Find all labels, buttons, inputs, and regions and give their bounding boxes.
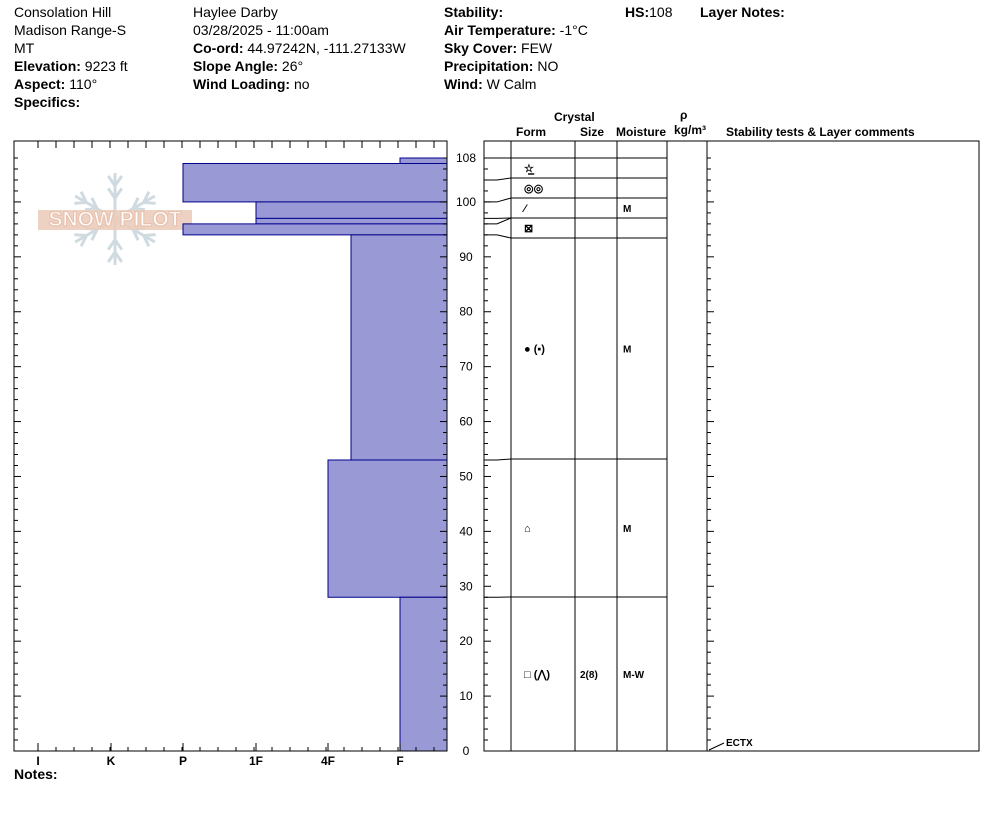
rho-header: ρ (680, 108, 688, 122)
hardness-bar (399, 157, 448, 164)
hardness-label: I (36, 754, 39, 768)
flake-branch (74, 233, 87, 238)
aspect: Aspect: 110° (14, 76, 98, 92)
form-header: Form (516, 125, 546, 139)
layer-connector (484, 217, 512, 225)
layer-notes: Layer Notes: (700, 4, 785, 20)
snow-height: HS:108 (625, 4, 673, 20)
layer-form: □ (⋀) (524, 669, 550, 681)
stability-tests-header: Stability tests & Layer comments (726, 125, 915, 139)
hardness-bar (182, 223, 448, 236)
hardness-label: F (396, 754, 403, 768)
hardness-bar (255, 217, 448, 225)
flake-branch (90, 197, 99, 210)
flake-branch (113, 238, 124, 251)
elevation: Elevation: 9223 ft (14, 58, 128, 74)
layer-form: ⌂ (524, 523, 531, 535)
state: MT (14, 40, 35, 56)
hardness-bar (327, 459, 448, 598)
hardness-plot-frame (13, 140, 448, 752)
stability-test-leader (708, 742, 725, 751)
flake-branch (79, 190, 88, 204)
stability: Stability: (444, 4, 504, 20)
layer-table-frame (483, 140, 980, 752)
layer-connector (484, 458, 512, 461)
air-temperature: Air Temperature: -1°C (444, 22, 588, 38)
flake-branch (143, 233, 156, 238)
location-name: Consolation Hill (14, 4, 112, 20)
depth-label: 90 (459, 250, 473, 264)
layer-form: ⊠ (524, 223, 533, 235)
wind-loading: Wind Loading: no (193, 76, 310, 92)
hardness-bar (350, 234, 448, 461)
depth-label: 100 (456, 195, 476, 209)
mountain-range: Madison Range-S (14, 22, 127, 38)
sky-cover: Sky Cover: FEW (444, 40, 553, 56)
flake-branch (84, 207, 98, 212)
layer-form: ⁄ (521, 203, 528, 215)
depth-label: 60 (459, 415, 473, 429)
flake-branch (142, 190, 151, 204)
size-header: Size (580, 125, 605, 139)
specifics: Specifics: (14, 94, 81, 110)
layer-size: 2(8) (580, 670, 598, 681)
coordinates: Co-ord: 44.97242N, -111.27133W (193, 40, 406, 56)
notes-label: Notes: (14, 766, 58, 782)
flake-branch (113, 187, 124, 200)
observer-name: Haylee Darby (193, 4, 278, 20)
flake-branch (131, 197, 140, 210)
layer-connector (484, 197, 512, 203)
flake-branch (106, 175, 117, 187)
depth-label: 80 (459, 305, 473, 319)
observation-datetime: 03/28/2025 - 11:00am (193, 22, 329, 38)
flake-branch (113, 251, 124, 263)
hardness-label: K (107, 754, 116, 768)
flake-branch (131, 228, 140, 241)
depth-label: 10 (459, 689, 473, 703)
depth-label: 40 (459, 524, 473, 538)
flake-branch (106, 251, 117, 263)
wind: Wind: W Calm (444, 76, 537, 92)
layer-form: ● (▪) (524, 344, 545, 356)
flake-branch (79, 234, 88, 248)
flake-branch (132, 207, 146, 212)
depth-label: 50 (459, 469, 473, 483)
layer-form: ◎◎ (524, 183, 544, 195)
layer-connector (484, 234, 512, 239)
depth-label: 0 (463, 744, 470, 758)
layer-form: ☆̲ (524, 163, 535, 176)
watermark-text: SNOW PILOT (49, 208, 182, 231)
flake-branch (113, 175, 124, 187)
flake-branch (143, 200, 156, 205)
hardness-bar (399, 596, 448, 752)
crystal-header: Crystal (554, 110, 595, 124)
hardness-bar (255, 201, 448, 219)
slope-angle: Slope Angle: 26° (193, 58, 304, 74)
depth-label: 20 (459, 634, 473, 648)
layer-moisture: M (623, 345, 631, 356)
depth-label: 108 (456, 151, 476, 165)
hardness-label: 4F (321, 754, 335, 768)
depth-label: 30 (459, 579, 473, 593)
watermark-band (38, 210, 192, 230)
hardness-label: P (179, 754, 187, 768)
snowpilot-watermark: SNOW PILOT (38, 173, 192, 265)
layer-connector (484, 177, 512, 181)
precipitation: Precipitation: NO (444, 58, 559, 74)
hardness-bar (182, 162, 448, 203)
flake-branch (74, 200, 87, 205)
flake-branch (106, 187, 117, 200)
flake-branch (142, 234, 151, 248)
layer-moisture: M-W (623, 670, 645, 681)
moisture-header: Moisture (616, 125, 667, 139)
density-unit-header: kg/m³ (674, 123, 707, 137)
layer-moisture: M (623, 524, 631, 535)
hardness-label: 1F (249, 754, 263, 768)
depth-label: 70 (459, 360, 473, 374)
stability-test-label: ECTX (726, 738, 753, 749)
layer-moisture: M (623, 204, 631, 215)
flake-branch (90, 228, 99, 241)
flake-branch (106, 238, 117, 251)
